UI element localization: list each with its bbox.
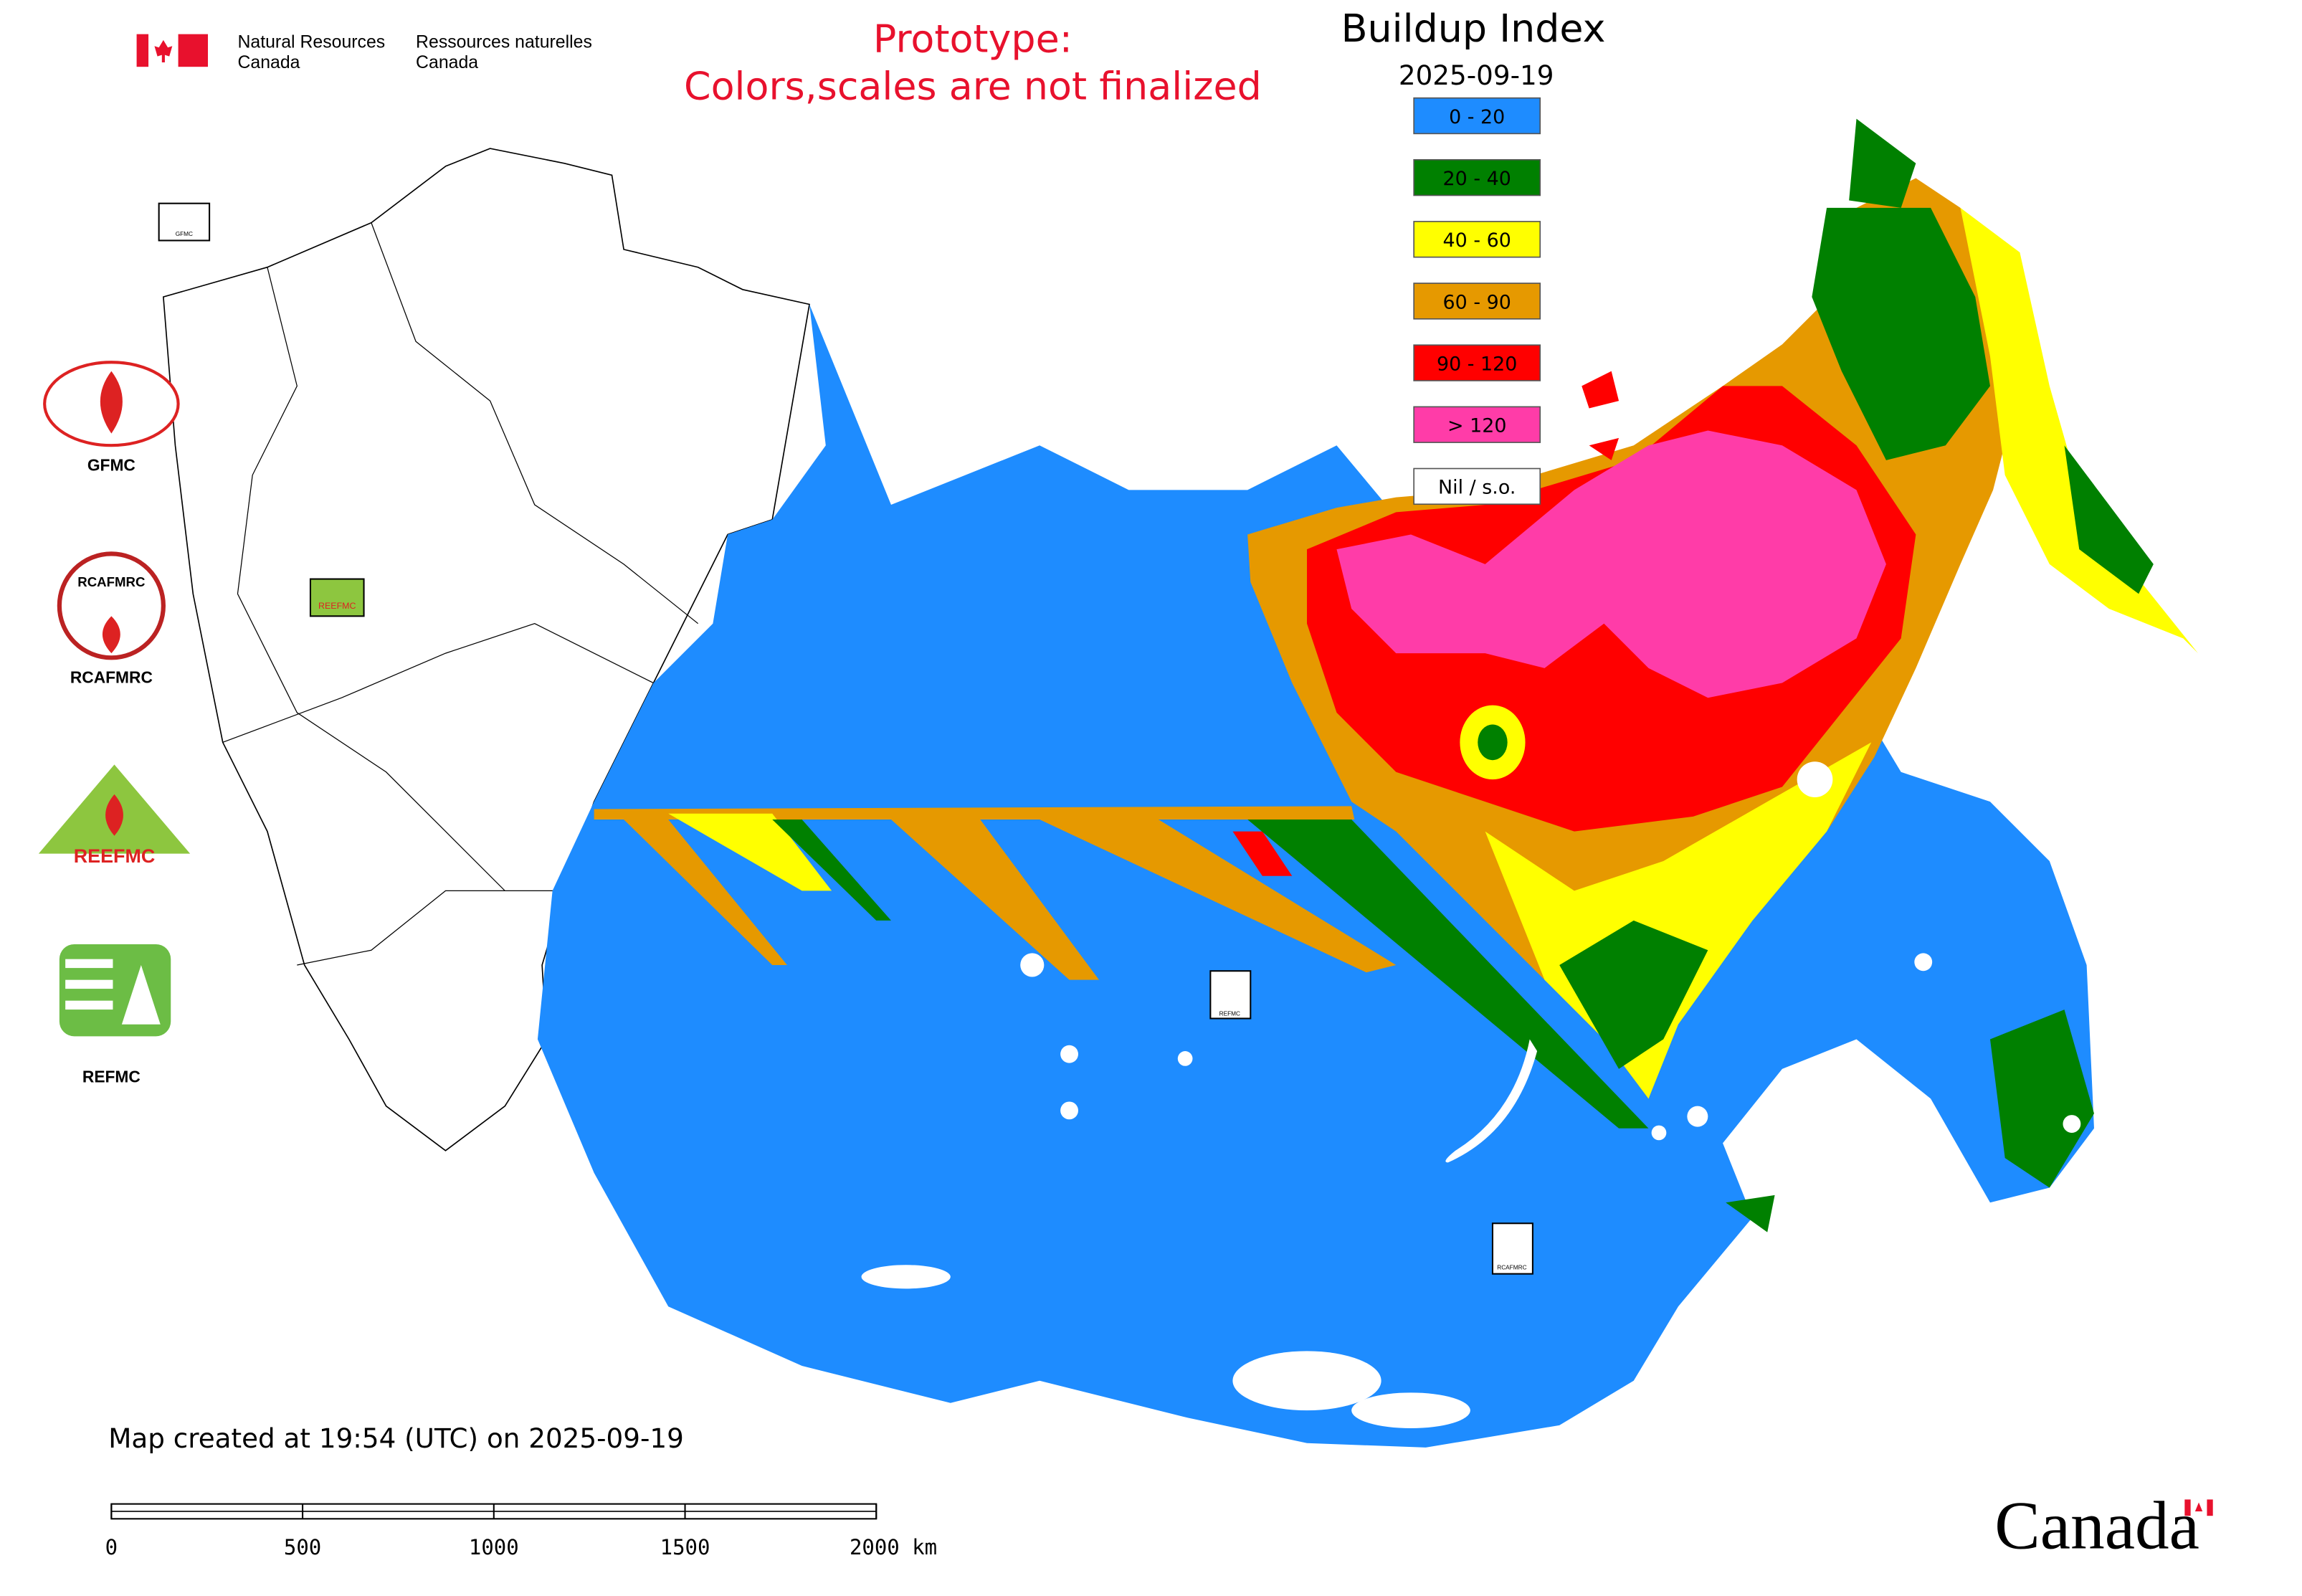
legend-label: 90 - 120 — [1437, 353, 1517, 375]
map-marker — [1209, 970, 1252, 1020]
logo-label: REFMC — [82, 1068, 141, 1086]
map-marker-label: REFMC — [1219, 1010, 1240, 1017]
scale-bar: 0 500 1000 1500 2000 km — [105, 1503, 937, 1559]
logo-label: RCAFMRC — [70, 668, 153, 687]
legend-title: Buildup Index — [1341, 6, 1606, 51]
department-en: Natural Resources — [237, 32, 385, 52]
scale-bar-label: 0 — [105, 1535, 118, 1559]
department-en: Canada — [237, 53, 300, 72]
map-marker-label: RCAFMRC — [1497, 1264, 1526, 1270]
created-note: Map created at 19:54 (UTC) on 2025-09-19 — [108, 1422, 684, 1454]
legend-swatch — [1413, 344, 1541, 381]
map-marker — [309, 578, 365, 617]
scale-bar-label: 2000 km — [850, 1535, 937, 1559]
map-marker-label: REEFMC — [318, 601, 356, 611]
canada-wordmark: Canada — [1994, 1488, 2199, 1564]
legend-label: Nil / s.o. — [1438, 477, 1516, 499]
legend-label: 20 - 40 — [1443, 168, 1511, 190]
legend-swatch — [1413, 97, 1541, 135]
logo-label: GFMC — [87, 455, 135, 474]
lakes — [861, 761, 2081, 1429]
legend-swatch — [1413, 282, 1541, 320]
logo — [57, 551, 166, 660]
scale-bar-label: 500 — [284, 1535, 321, 1559]
fire-index-map — [537, 118, 2198, 1448]
legend-swatch — [1413, 406, 1541, 443]
map-marker — [158, 202, 211, 242]
canada-flag — [136, 34, 209, 67]
logo — [38, 764, 191, 854]
department-fr: Ressources naturelles — [416, 32, 592, 52]
wordmark-flag — [2184, 1499, 2213, 1516]
prototype-notice: Colors,scales are not finalized — [684, 64, 1262, 109]
legend-swatch — [1413, 467, 1541, 505]
scale-bar-label: 1000 — [469, 1535, 519, 1559]
map-marker-label: GFMC — [176, 231, 193, 237]
logo — [43, 361, 180, 447]
prototype-notice: Prototype: — [873, 16, 1072, 61]
legend-swatch — [1413, 221, 1541, 258]
legend-label: 0 - 20 — [1449, 106, 1505, 128]
department-fr: Canada — [416, 53, 478, 72]
legend-label: 40 - 60 — [1443, 229, 1511, 252]
logo — [59, 944, 171, 1037]
legend-label: > 120 — [1447, 415, 1506, 437]
scale-bar-label: 1500 — [660, 1535, 710, 1559]
legend-date: 2025-09-19 — [1399, 60, 1554, 91]
legend-swatch — [1413, 158, 1541, 196]
logo-text: REEFMC — [74, 845, 156, 867]
logo-text: RCAFMRC — [77, 574, 145, 589]
legend-label: 60 - 90 — [1443, 291, 1511, 313]
legend: 0 - 20 20 - 40 40 - 60 60 - 90 90 - 120 > 120… — [1413, 97, 1541, 505]
map-marker — [1491, 1222, 1533, 1275]
